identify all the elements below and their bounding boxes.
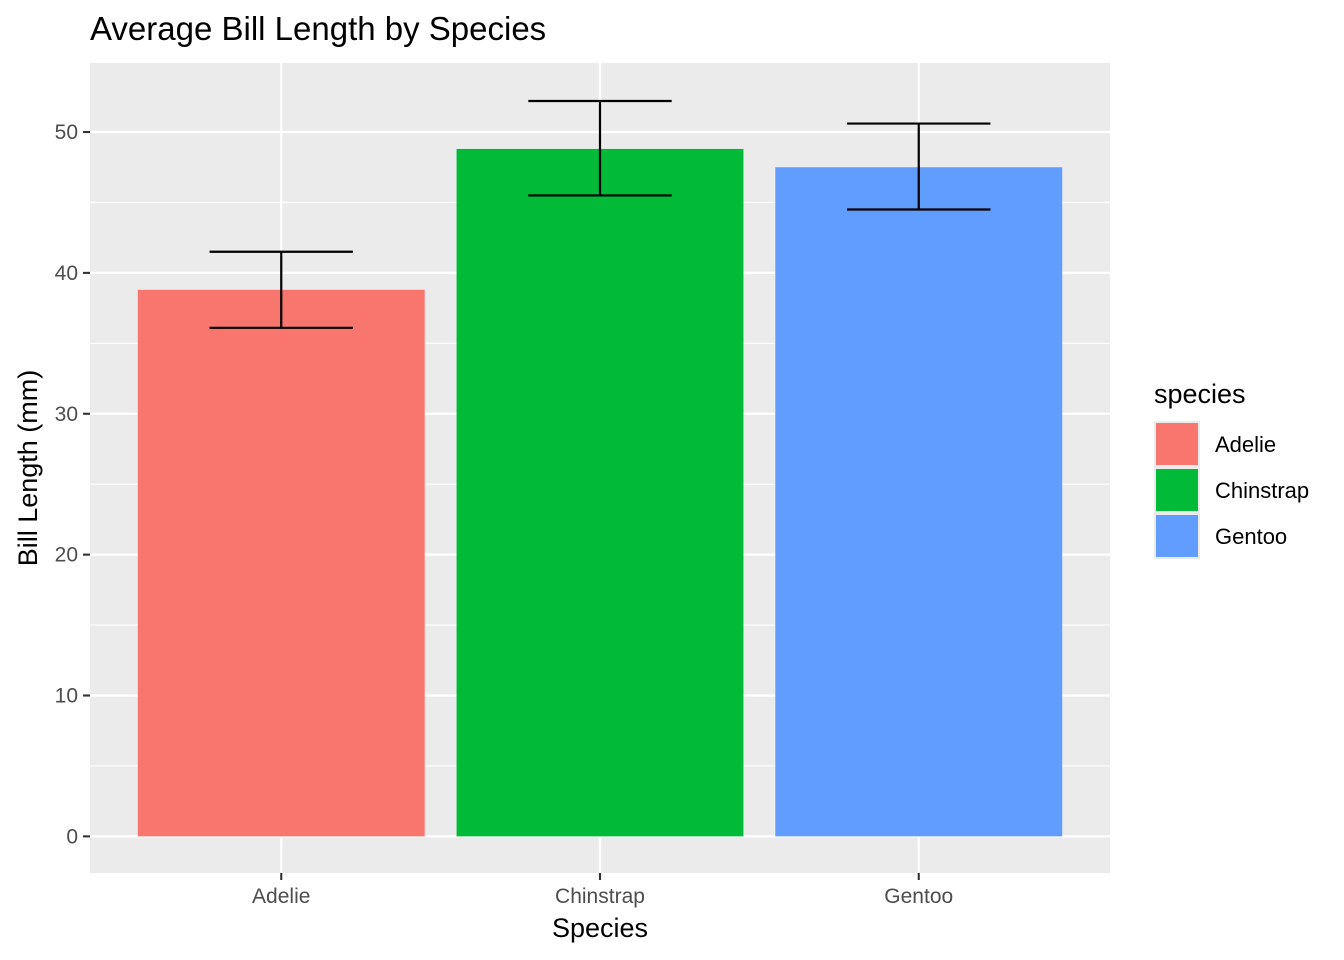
bar-gentoo: [775, 167, 1063, 837]
error-bar-chinstrap: [528, 99, 672, 197]
x-axis-title: Species: [552, 913, 648, 943]
error-bar-gentoo: [847, 122, 991, 211]
x-axis: Adelie Chinstrap Gentoo: [252, 873, 953, 908]
y-tick-label: 30: [55, 403, 78, 426]
legend-title: species: [1154, 379, 1246, 409]
y-tick-label: 50: [55, 121, 78, 144]
legend-swatch: [1156, 469, 1198, 511]
x-tick-label-adelie: Adelie: [252, 885, 310, 908]
error-bars: [209, 99, 991, 329]
legend-swatch: [1156, 515, 1198, 557]
legend-item-adelie: Adelie: [1154, 421, 1276, 467]
bar-adelie: [137, 289, 425, 837]
legend-label: Adelie: [1215, 432, 1276, 457]
bars: [137, 148, 1063, 837]
y-axis: 0 10 20 30 40 50: [55, 121, 90, 848]
x-tick-label-chinstrap: Chinstrap: [555, 885, 645, 908]
x-tick-label-gentoo: Gentoo: [884, 885, 953, 908]
legend-item-chinstrap: Chinstrap: [1154, 467, 1309, 513]
legend-label: Gentoo: [1215, 524, 1287, 549]
error-bar-adelie: [209, 250, 353, 329]
bar-chinstrap: [456, 148, 744, 837]
y-tick-label: 20: [55, 544, 78, 567]
y-tick-label: 40: [55, 262, 78, 285]
y-tick-label: 0: [66, 825, 78, 848]
chart-title: Average Bill Length by Species: [90, 10, 546, 47]
legend-item-gentoo: Gentoo: [1154, 513, 1287, 559]
legend: species Adelie Chinstrap Gentoo: [1154, 379, 1309, 559]
y-axis-title: Bill Length (mm): [13, 370, 43, 567]
legend-label: Chinstrap: [1215, 478, 1309, 503]
y-tick-label: 10: [55, 685, 78, 708]
legend-swatch: [1156, 423, 1198, 465]
